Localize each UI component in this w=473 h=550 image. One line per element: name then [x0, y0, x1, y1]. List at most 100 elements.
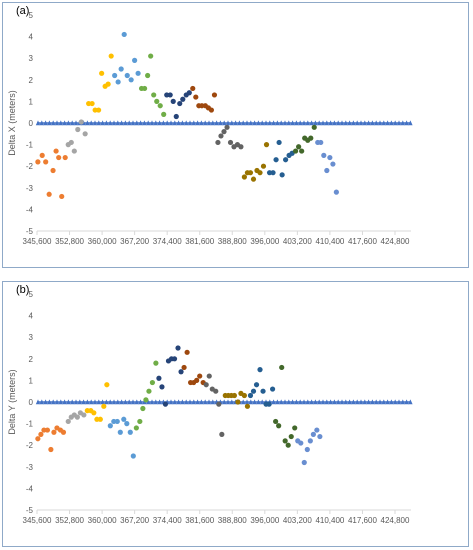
panel-label: (a) [16, 5, 30, 17]
data-point-series-6 [170, 98, 176, 104]
baseline-marker [256, 399, 261, 405]
baseline-marker [119, 120, 124, 126]
data-point-series-12 [304, 446, 310, 453]
data-point-series-12 [314, 427, 320, 433]
y-tick-label: 5 [29, 290, 34, 299]
data-point-series-11 [311, 124, 317, 130]
baseline-marker [180, 120, 185, 126]
baseline-marker [203, 399, 208, 405]
data-point-series-3 [108, 53, 114, 59]
data-point-series-5 [137, 418, 143, 425]
baseline-marker [157, 120, 162, 126]
data-point-series-7 [197, 373, 203, 379]
data-point-series-8 [218, 133, 224, 139]
data-point-series-4 [124, 421, 130, 427]
x-tick-label: 388,800 [218, 516, 247, 525]
data-point-series-8 [221, 129, 227, 135]
data-point-series-1 [51, 429, 57, 435]
data-point-series-11 [292, 425, 298, 431]
baseline-marker [336, 399, 341, 405]
baseline-marker [54, 120, 60, 126]
data-point-series-9 [231, 392, 238, 399]
x-tick-label: 360,000 [88, 237, 117, 246]
data-point-series-2 [82, 131, 88, 137]
baseline-marker [385, 120, 390, 126]
data-point-series-5 [161, 111, 167, 117]
baseline-marker [130, 120, 136, 126]
baseline-marker [35, 399, 41, 405]
x-tick-label: 424,800 [381, 237, 410, 246]
y-tick-label: 1 [29, 376, 34, 385]
baseline-marker [138, 120, 143, 126]
baseline-marker [343, 399, 348, 405]
data-point-series-1 [53, 148, 59, 154]
data-point-series-2 [68, 139, 74, 146]
baseline-marker [85, 399, 90, 405]
data-point-series-12 [318, 139, 324, 146]
data-point-series-5 [133, 425, 139, 431]
baseline-marker [233, 120, 238, 126]
baseline-marker [92, 120, 98, 126]
baseline-marker [77, 399, 82, 405]
baseline-marker [294, 399, 299, 405]
data-point-series-11 [292, 148, 299, 154]
baseline-marker [237, 120, 242, 126]
y-tick-label: -4 [26, 484, 34, 493]
baseline-marker [305, 120, 310, 126]
data-point-series-4 [135, 70, 141, 76]
baseline-marker [324, 399, 329, 405]
baseline-marker [389, 399, 394, 405]
y-tick-label: 1 [29, 97, 34, 106]
baseline-marker [404, 120, 409, 126]
baseline-marker [187, 399, 193, 405]
baseline-marker [244, 120, 250, 126]
data-point-series-5 [151, 92, 157, 98]
baseline-marker [35, 120, 41, 126]
data-point-series-5 [142, 85, 148, 92]
y-axis-title: Delta Y (meters) [7, 369, 17, 434]
data-point-series-12 [324, 167, 330, 174]
baseline-marker [370, 120, 375, 126]
baseline-marker [339, 120, 345, 126]
data-point-series-10 [270, 170, 276, 176]
baseline-marker [362, 120, 367, 126]
baseline-marker [393, 399, 398, 405]
data-point-series-11 [279, 364, 285, 371]
baseline-marker [332, 120, 337, 126]
baseline-marker [374, 120, 379, 126]
data-point-series-6 [180, 96, 186, 102]
baseline-marker [191, 120, 196, 126]
data-point-series-2 [71, 148, 77, 154]
data-point-series-9 [235, 399, 241, 405]
baseline-marker [222, 399, 227, 405]
baseline-marker [115, 399, 120, 405]
baseline-marker [301, 120, 307, 126]
data-point-series-7 [193, 94, 199, 100]
baseline-marker [328, 399, 333, 405]
baseline-marker [260, 120, 265, 126]
y-tick-label: 0 [29, 398, 34, 407]
baseline-marker [298, 120, 303, 126]
data-point-series-9 [241, 392, 247, 399]
baseline-marker [203, 120, 208, 126]
baseline-marker [362, 399, 367, 405]
baseline-marker [149, 120, 155, 126]
baseline-marker [290, 120, 295, 126]
data-point-series-4 [121, 31, 127, 38]
data-point-series-5 [145, 72, 151, 79]
baseline-marker [51, 399, 56, 405]
baseline-marker [256, 120, 261, 126]
baseline-marker [377, 120, 383, 126]
baseline-marker [279, 120, 284, 126]
baseline-marker [47, 399, 52, 405]
baseline-marker [248, 399, 253, 405]
data-point-series-10 [260, 388, 266, 394]
baseline-marker [260, 399, 265, 405]
baseline-marker [317, 120, 322, 126]
data-point-series-9 [244, 403, 251, 409]
baseline-marker [153, 399, 158, 405]
y-tick-label: 2 [29, 76, 34, 85]
data-point-series-4 [115, 79, 121, 85]
data-point-series-5 [140, 405, 146, 412]
data-point-series-12 [317, 433, 323, 440]
